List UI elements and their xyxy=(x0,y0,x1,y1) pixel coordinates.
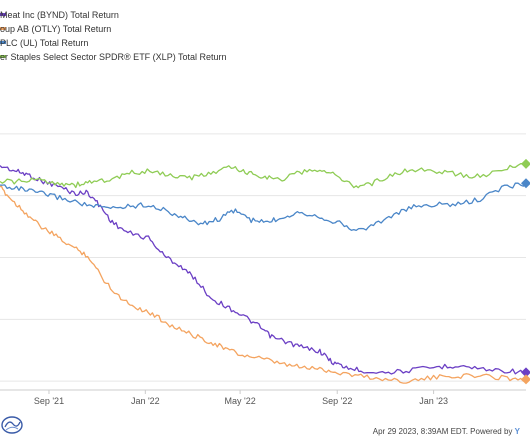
legend-label: oup AB (OTLY) Total Return xyxy=(0,24,112,34)
footer-attribution: Apr 29 2023, 8:39AM EDT. Powered by Y xyxy=(373,427,520,436)
legend-swatch xyxy=(0,27,6,30)
series-end-marker xyxy=(521,367,530,378)
footer-brand[interactable]: Y xyxy=(514,427,520,436)
legend-label: er Staples Select Sector SPDR® ETF (XLP)… xyxy=(0,52,227,62)
legend-swatch xyxy=(0,13,6,16)
footer-timestamp: Apr 29 2023, 8:39AM EDT. xyxy=(372,427,468,436)
series-end-marker xyxy=(521,374,530,385)
legend-entry[interactable]: Meat Inc (BYND) Total Return xyxy=(0,8,530,22)
legend-label: PLC (UL) Total Return xyxy=(0,38,89,48)
x-tick-label: May '22 xyxy=(224,396,255,406)
series-end-marker xyxy=(521,178,530,189)
series-line xyxy=(0,163,527,189)
legend-swatch xyxy=(0,41,6,44)
legend-entry[interactable]: oup AB (OTLY) Total Return xyxy=(0,22,530,36)
legend-entry[interactable]: PLC (UL) Total Return xyxy=(0,36,530,50)
x-tick-label: Jan '23 xyxy=(419,396,448,406)
footer-powered-by: Powered by xyxy=(470,427,513,436)
legend-entry[interactable]: er Staples Select Sector SPDR® ETF (XLP)… xyxy=(0,50,530,64)
ycharts-logo xyxy=(0,414,24,436)
grid-lines xyxy=(0,133,526,382)
series-line xyxy=(0,165,527,375)
series-line xyxy=(0,185,527,384)
x-tick-label: Sep '22 xyxy=(322,396,352,406)
series-end-marker xyxy=(521,158,530,169)
legend-swatch xyxy=(0,55,6,58)
x-tick-label: Jan '22 xyxy=(131,396,160,406)
chart-legend: Meat Inc (BYND) Total Return oup AB (OTLY… xyxy=(0,8,530,64)
series-line xyxy=(0,182,527,232)
legend-label: Meat Inc (BYND) Total Return xyxy=(0,10,119,20)
x-tick-label: Sep '21 xyxy=(34,396,64,406)
